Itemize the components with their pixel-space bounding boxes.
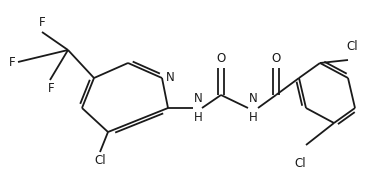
Text: H: H: [249, 111, 258, 124]
Text: H: H: [194, 111, 203, 124]
Text: Cl: Cl: [294, 157, 306, 170]
Text: F: F: [8, 56, 15, 69]
Text: F: F: [48, 82, 54, 95]
Text: N: N: [194, 92, 203, 105]
Text: F: F: [39, 16, 45, 29]
Text: O: O: [271, 52, 281, 65]
Text: Cl: Cl: [94, 154, 106, 167]
Text: N: N: [166, 70, 175, 83]
Text: O: O: [216, 52, 226, 65]
Text: Cl: Cl: [346, 40, 358, 53]
Text: N: N: [249, 92, 258, 105]
